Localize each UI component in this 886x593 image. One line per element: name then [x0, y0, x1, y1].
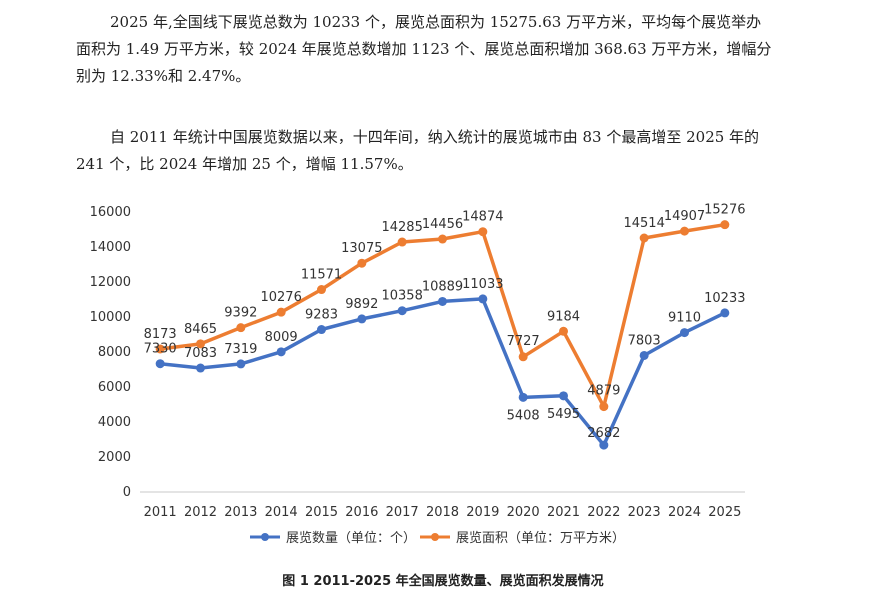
x-tick-label: 2018	[426, 505, 459, 520]
data-point-series-2	[680, 226, 689, 236]
x-tick-label: 2024	[668, 505, 701, 520]
data-point-series-1	[720, 308, 730, 318]
data-point-series-2	[559, 326, 568, 336]
data-label-series-2: 15276	[704, 203, 745, 218]
series-line-1	[160, 297, 726, 447]
data-point-series-2	[518, 352, 528, 362]
data-label-series-2: 14514	[623, 216, 664, 231]
data-point-series-2	[397, 237, 407, 247]
data-point-series-2	[438, 234, 447, 244]
data-point-series-1	[276, 347, 286, 357]
data-label-series-2: 4879	[587, 384, 620, 399]
paragraph-exhibition-summary: 2025 年,全国线下展览总数为 10233 个，展览总面积为 15275.63…	[76, 13, 772, 85]
data-label-series-1: 7803	[628, 333, 661, 348]
data-label-series-2: 9184	[547, 309, 580, 324]
data-point-series-1	[357, 314, 367, 324]
data-label-series-2: 13075	[341, 241, 382, 256]
data-point-series-1	[397, 306, 407, 316]
data-label-series-1: 11033	[462, 277, 503, 292]
x-tick-label: 2012	[184, 505, 217, 520]
data-label-series-1: 10233	[704, 291, 745, 306]
data-point-series-2	[276, 307, 286, 317]
y-tick-label: 2000	[98, 450, 131, 465]
data-point-series-1	[518, 392, 528, 402]
data-point-series-2	[599, 402, 609, 412]
data-label-series-1: 8009	[265, 330, 298, 345]
data-point-series-2	[317, 285, 326, 295]
legend-label-series-1: 展览数量（单位：个）	[286, 530, 416, 546]
x-tick-label: 2011	[144, 505, 177, 520]
x-tick-label: 2016	[345, 505, 378, 520]
y-tick-label: 8000	[98, 345, 131, 360]
data-label-series-1: 7083	[184, 346, 217, 361]
x-tick-label: 2023	[628, 505, 661, 520]
data-point-series-2	[639, 233, 649, 243]
data-point-series-1	[196, 363, 205, 373]
data-point-series-1	[599, 440, 609, 450]
y-tick-label: 10000	[90, 310, 131, 325]
data-label-series-2: 14456	[422, 217, 463, 232]
data-label-series-2: 14907	[664, 209, 705, 224]
data-label-series-2: 14285	[381, 220, 422, 235]
data-label-series-1: 7319	[224, 342, 257, 357]
x-tick-label: 2025	[708, 505, 741, 520]
data-point-series-1	[559, 391, 568, 401]
legend-marker-series-1	[261, 533, 269, 541]
data-point-series-2	[478, 227, 488, 237]
data-point-series-1	[438, 296, 447, 306]
y-tick-label: 0	[123, 485, 131, 500]
data-point-series-1	[680, 328, 689, 338]
y-tick-label: 14000	[90, 240, 131, 255]
data-label-series-1: 9283	[305, 308, 338, 323]
data-label-series-1: 5495	[547, 407, 580, 422]
data-label-series-2: 8173	[144, 327, 177, 342]
data-label-series-2: 10276	[260, 290, 301, 305]
y-tick-label: 6000	[98, 380, 131, 395]
data-label-series-1: 7330	[144, 342, 177, 357]
data-point-series-1	[317, 325, 326, 335]
data-label-series-1: 10358	[381, 289, 422, 304]
x-tick-label: 2021	[547, 505, 580, 520]
data-label-series-1: 5408	[507, 408, 540, 423]
x-tick-label: 2014	[265, 505, 298, 520]
y-tick-label: 16000	[90, 205, 131, 220]
x-tick-label: 2015	[305, 505, 338, 520]
data-point-series-2	[357, 258, 367, 268]
legend-label-series-2: 展览面积（单位：万平方米）	[456, 530, 625, 546]
data-label-series-2: 14874	[462, 210, 503, 225]
data-point-series-2	[236, 323, 246, 333]
data-label-series-2: 9392	[224, 306, 257, 321]
line-chart: 0 2000 4000 6000 8000 10000 12000 14000 16000 201…	[90, 203, 746, 546]
paragraph-exhibition-cities: 自 2011 年统计中国展览数据以来，十四年间，纳入统计的展览城市由 83 个最…	[76, 128, 760, 173]
data-label-series-2: 8465	[184, 322, 217, 337]
x-tick-label: 2022	[587, 505, 620, 520]
data-point-series-2	[155, 344, 165, 354]
data-label-series-2: 11571	[301, 268, 342, 283]
x-tick-label: 2019	[466, 505, 499, 520]
figure-caption: 图 1 2011-2025 年全国展览数量、展览面积发展情况	[282, 574, 604, 589]
data-point-series-1	[478, 294, 488, 304]
x-tick-label: 2017	[386, 505, 419, 520]
y-tick-label: 4000	[98, 415, 131, 430]
data-label-series-1: 10889	[422, 279, 463, 294]
data-label-series-2: 7727	[507, 334, 540, 349]
data-label-series-1: 2682	[587, 426, 620, 441]
y-tick-label: 12000	[90, 275, 131, 290]
legend-marker-series-2	[431, 533, 439, 541]
data-point-series-2	[720, 220, 730, 230]
x-tick-label: 2020	[507, 505, 540, 520]
data-label-series-1: 9892	[345, 297, 378, 312]
x-tick-label: 2013	[224, 505, 257, 520]
data-point-series-1	[155, 359, 165, 369]
data-point-series-2	[196, 339, 205, 349]
data-label-series-1: 9110	[668, 311, 701, 326]
data-point-series-1	[639, 350, 649, 360]
data-point-series-1	[236, 359, 246, 369]
